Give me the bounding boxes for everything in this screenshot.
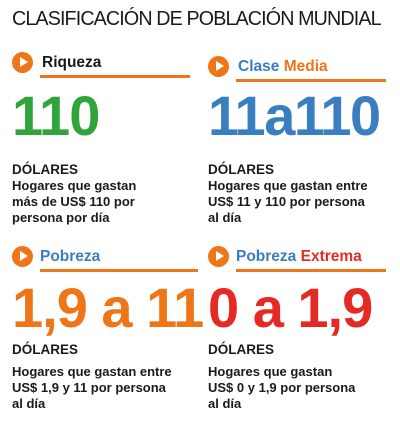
- value-text: 11a110: [208, 84, 381, 147]
- value-text: 1,9 a 11: [12, 276, 204, 339]
- category-pobreza: Pobreza 1,9 a 11 DÓLARES Hogares que gas…: [12, 246, 204, 411]
- currency-label: DÓLARES: [208, 342, 275, 357]
- category-label: Pobreza: [40, 247, 100, 267]
- description: Hogares que gastan US$ 0 y 1,9 por perso…: [208, 364, 393, 412]
- description-line: al día: [12, 396, 46, 411]
- category-header: Pobreza: [12, 246, 202, 272]
- category-label: Riqueza: [42, 53, 101, 73]
- header-rule: [236, 79, 386, 82]
- category-clase-media: Clase Media 11a110 DÓLARES Hogares que g…: [208, 56, 398, 225]
- description: Hogares que gastan más de US$ 110 por pe…: [12, 178, 197, 226]
- value-text: 110: [12, 84, 100, 147]
- label-text-highlight: Extrema: [300, 248, 362, 265]
- category-header: Riqueza: [12, 52, 202, 78]
- description-line: Hogares que gastan: [12, 178, 137, 193]
- description: Hogares que gastan entre US$ 11 y 110 po…: [208, 178, 393, 226]
- description-line: Hogares que gastan entre: [12, 364, 172, 379]
- description-line: al día: [208, 210, 242, 225]
- category-riqueza: Riqueza 110 DÓLARES Hogares que gastan m…: [12, 52, 202, 225]
- category-label: Clase Media: [238, 57, 328, 77]
- play-icon: [208, 246, 229, 267]
- value-text: 0 a 1,9: [208, 276, 373, 339]
- description-line: más de US$ 110 por: [12, 194, 135, 209]
- currency-label: DÓLARES: [12, 342, 79, 357]
- label-text: Clase: [238, 58, 280, 75]
- description-line: Hogares que gastan entre: [208, 178, 368, 193]
- header-rule: [40, 269, 198, 272]
- description: Hogares que gastan entre US$ 1,9 y 11 po…: [12, 364, 197, 412]
- play-icon: [12, 52, 33, 73]
- play-icon: [12, 246, 33, 267]
- description-line: US$ 0 y 1,9 por persona: [208, 380, 356, 395]
- label-text-highlight: Media: [283, 58, 328, 75]
- description-line: persona por día: [12, 210, 110, 225]
- category-label: Pobreza Extrema: [236, 247, 362, 267]
- category-header: Pobreza Extrema: [208, 246, 398, 272]
- description-line: US$ 11 y 110 por persona: [208, 194, 365, 209]
- label-text: Riqueza: [42, 54, 102, 71]
- play-icon: [208, 56, 229, 77]
- page-title: CLASIFICACIÓN DE POBLACIÓN MUNDIAL: [12, 7, 382, 30]
- description-line: US$ 1,9 y 11 por persona: [12, 380, 166, 395]
- label-text: Pobreza: [40, 248, 101, 265]
- description-line: al día: [208, 396, 242, 411]
- header-rule: [40, 75, 190, 78]
- label-text: Pobreza: [236, 248, 297, 265]
- currency-label: DÓLARES: [208, 162, 275, 177]
- category-header: Clase Media: [208, 56, 398, 82]
- header-rule: [236, 269, 386, 272]
- description-line: Hogares que gastan: [208, 364, 333, 379]
- category-pobreza-extrema: Pobreza Extrema 0 a 1,9 DÓLARES Hogares …: [208, 246, 398, 411]
- currency-label: DÓLARES: [12, 162, 79, 177]
